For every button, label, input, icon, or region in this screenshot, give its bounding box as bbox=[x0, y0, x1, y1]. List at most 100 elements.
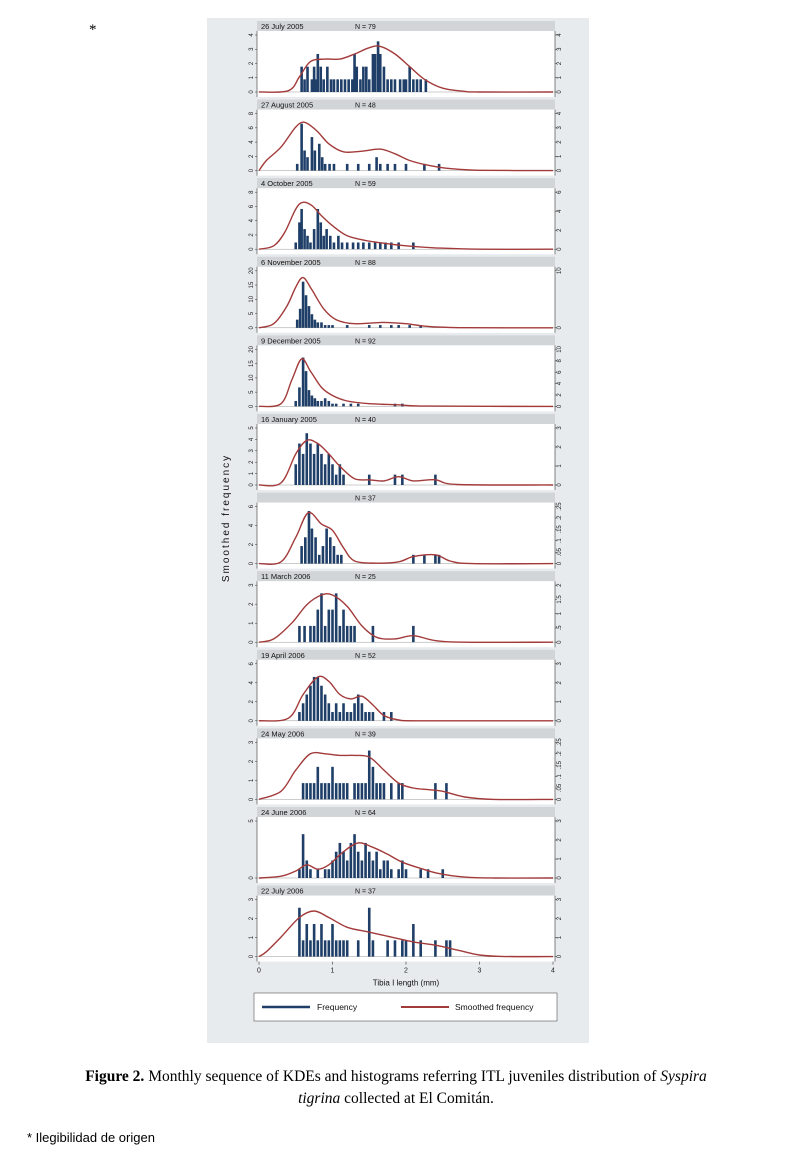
left-tick-label: 0 bbox=[249, 168, 255, 172]
panel-header bbox=[257, 256, 555, 267]
panel-n-label: N = 59 bbox=[355, 181, 376, 188]
histogram-bar bbox=[384, 242, 387, 250]
panel-n-label: N = 48 bbox=[355, 103, 376, 110]
histogram-bar bbox=[426, 869, 430, 878]
right-tick-label: .5 bbox=[557, 625, 563, 631]
histogram-bar bbox=[298, 308, 302, 328]
right-tick-label: 4 bbox=[557, 33, 563, 37]
histogram-bar bbox=[301, 703, 305, 721]
histogram-bar bbox=[331, 860, 334, 878]
histogram-bar bbox=[378, 163, 382, 171]
histogram-bar bbox=[313, 398, 317, 407]
histogram-bar bbox=[295, 163, 299, 171]
histogram-bar bbox=[401, 783, 404, 800]
histogram-bar bbox=[345, 325, 349, 328]
histogram-bar bbox=[375, 783, 378, 800]
histogram-bar bbox=[360, 860, 364, 878]
histogram-bar bbox=[325, 528, 328, 564]
legend-smoothed-label: Smoothed frequency bbox=[455, 1002, 534, 1012]
histogram-bar bbox=[338, 712, 342, 721]
panel-date-label: 22 July 2006 bbox=[261, 887, 304, 896]
histogram-bar bbox=[378, 869, 382, 878]
histogram-bar bbox=[300, 546, 303, 564]
histogram-bar bbox=[309, 242, 312, 250]
histogram-bar bbox=[317, 554, 321, 564]
histogram-bar bbox=[298, 712, 301, 721]
footnote: * Ilegibilidad de origen bbox=[27, 1130, 155, 1145]
panel-header bbox=[257, 492, 555, 503]
left-tick-label: 3 bbox=[249, 47, 255, 51]
histogram-bar bbox=[325, 229, 328, 250]
panel-n-label: N = 25 bbox=[355, 574, 376, 581]
histogram-bar bbox=[331, 464, 334, 485]
left-tick-label: 3 bbox=[249, 897, 255, 901]
left-tick-label: 2 bbox=[249, 759, 255, 763]
kde-curve bbox=[258, 842, 554, 879]
histogram-bar bbox=[371, 940, 375, 957]
left-tick-label: 4 bbox=[249, 523, 255, 527]
histogram-bar bbox=[345, 712, 349, 721]
histogram-bar bbox=[327, 453, 331, 485]
histogram-bar bbox=[312, 66, 316, 92]
histogram-bar bbox=[300, 208, 303, 250]
histogram-bar bbox=[353, 625, 356, 643]
caption-text: Monthly sequence of KDEs and histograms … bbox=[144, 1068, 661, 1085]
left-tick-label: 0 bbox=[249, 640, 255, 644]
histogram-bar bbox=[378, 54, 382, 92]
figure-panel: 26 July 2005 N = 79 0 1 2 3 4 0 1 2 3 4 27 August 20… bbox=[207, 18, 589, 1043]
left-tick-label: 1 bbox=[249, 778, 255, 782]
histogram-bar bbox=[301, 834, 305, 878]
histogram-bar bbox=[419, 79, 422, 92]
right-tick-label: 0 bbox=[557, 168, 563, 172]
histogram-bar bbox=[316, 869, 320, 878]
histogram-bar bbox=[434, 554, 437, 564]
histogram-bar bbox=[328, 537, 332, 564]
legend-frequency-label: Frequency bbox=[317, 1002, 358, 1012]
histogram-bar bbox=[306, 157, 309, 171]
right-tick-label: 0 bbox=[557, 954, 563, 958]
histogram-bar bbox=[360, 703, 364, 721]
left-tick-label: 2 bbox=[249, 602, 255, 606]
panel-n-label: N = 39 bbox=[355, 731, 376, 738]
right-tick-label: 2 bbox=[557, 140, 563, 144]
histogram-bar bbox=[329, 79, 333, 92]
right-tick-label: .2 bbox=[557, 515, 563, 521]
histogram-bar bbox=[364, 842, 367, 878]
histogram-bar bbox=[386, 860, 389, 878]
panel-date-label: 27 August 2005 bbox=[261, 101, 313, 110]
histogram-bar bbox=[306, 235, 309, 250]
histogram-bar bbox=[382, 860, 386, 878]
histogram-bar bbox=[303, 150, 306, 171]
histogram-bar bbox=[327, 940, 331, 957]
histogram-bar bbox=[336, 79, 339, 92]
histogram-bar bbox=[334, 851, 338, 878]
kde-curve bbox=[258, 121, 554, 172]
right-tick-label: 3 bbox=[557, 661, 563, 665]
histogram-bar bbox=[323, 783, 327, 800]
histogram-bar bbox=[322, 235, 325, 250]
histogram-bar bbox=[364, 783, 367, 800]
histogram-bar bbox=[305, 694, 309, 721]
kde-histogram-figure: 26 July 2005 N = 79 0 1 2 3 4 0 1 2 3 4 27 August 20… bbox=[221, 21, 563, 1022]
histogram-bar bbox=[298, 387, 301, 407]
histogram-bar bbox=[434, 940, 437, 957]
histogram-bar bbox=[342, 474, 345, 485]
figure-caption: Figure 2. Monthly sequence of KDEs and h… bbox=[0, 1066, 792, 1110]
histogram-bar bbox=[305, 860, 309, 878]
histogram-bar bbox=[322, 79, 325, 92]
histogram-bar bbox=[312, 625, 316, 643]
histogram-bar bbox=[359, 79, 362, 92]
histogram-bar bbox=[331, 325, 334, 328]
histogram-bar bbox=[424, 79, 428, 92]
histogram-bar bbox=[320, 685, 323, 721]
panel-n-label: N = 52 bbox=[355, 653, 376, 660]
caption-text-end: collected at El Comitán. bbox=[340, 1090, 494, 1107]
histogram-bar bbox=[408, 66, 411, 92]
caption-line-1: Figure 2. Monthly sequence of KDEs and h… bbox=[0, 1066, 792, 1088]
histogram-bar bbox=[412, 79, 415, 92]
histogram-bar bbox=[386, 163, 389, 171]
histogram-bar bbox=[326, 66, 329, 92]
histogram-bar bbox=[305, 924, 309, 957]
left-tick-label: 4 bbox=[249, 680, 255, 684]
histogram-bar bbox=[316, 766, 320, 800]
